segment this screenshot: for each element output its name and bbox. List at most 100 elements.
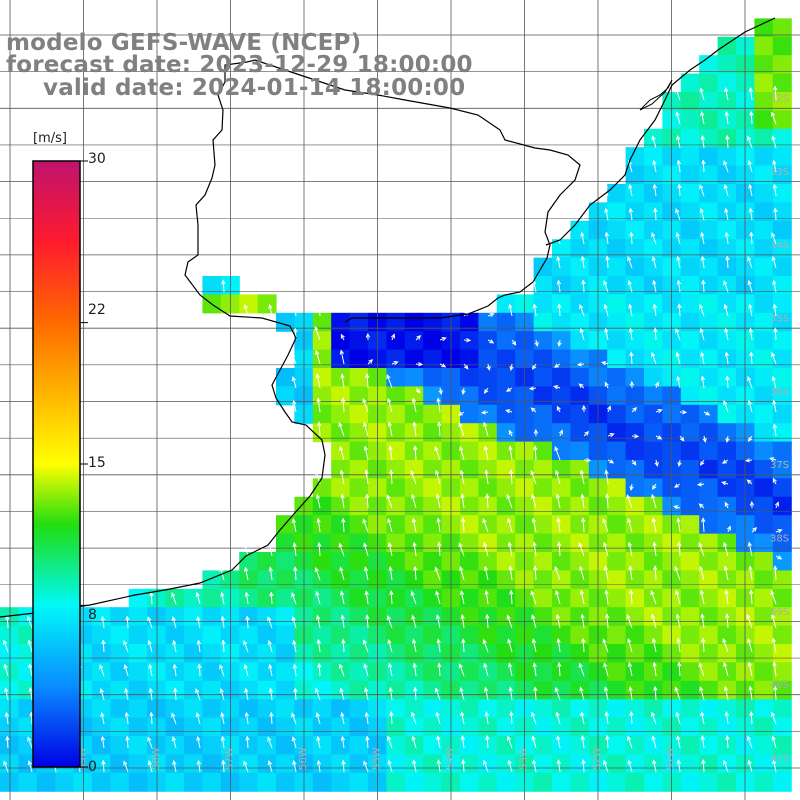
wind-arrow <box>507 759 513 773</box>
wind-arrow <box>748 565 753 581</box>
wind-speed-cell <box>312 736 332 755</box>
wind-speed-cell <box>662 128 682 148</box>
wind-speed-cell <box>772 625 792 645</box>
wind-speed-cell <box>717 257 737 277</box>
wind-speed-cell <box>423 423 443 443</box>
wind-arrow <box>724 110 729 125</box>
wind-arrow <box>439 363 447 368</box>
wind-speed-cell <box>496 478 516 498</box>
wind-arrow <box>340 735 346 749</box>
wind-speed-cell <box>754 460 774 479</box>
wind-speed-cell <box>717 294 737 314</box>
wind-speed-cell <box>533 441 553 461</box>
wind-arrow <box>367 359 374 365</box>
wind-arrow <box>387 421 393 437</box>
wind-arrow <box>435 493 441 509</box>
wind-speed-cell <box>478 368 498 387</box>
wind-arrow <box>604 327 609 341</box>
wind-arrow <box>460 735 465 749</box>
wind-speed-cell <box>386 699 406 719</box>
wind-speed-cell <box>239 552 259 571</box>
wind-arrow <box>413 565 418 581</box>
wind-speed-cell <box>699 496 719 516</box>
colorbar-tick-label: 15 <box>88 455 106 471</box>
wind-speed-cell <box>754 441 774 461</box>
wind-speed-cell <box>460 644 479 663</box>
wind-speed-cell <box>331 386 351 406</box>
wind-arrow <box>27 615 33 629</box>
wind-arrow <box>292 663 298 677</box>
wind-speed-cell <box>699 331 719 351</box>
wind-speed-cell <box>680 110 700 130</box>
wind-speed-cell <box>662 276 682 295</box>
wind-arrow <box>651 517 657 533</box>
wind-arrow <box>508 303 513 317</box>
wind-speed-cell <box>662 699 682 719</box>
wind-arrow <box>722 638 729 653</box>
wind-arrow <box>459 566 465 581</box>
wind-arrow <box>674 686 681 701</box>
wind-speed-cell <box>202 644 222 663</box>
wind-speed-cell <box>552 699 571 719</box>
wind-speed-cell <box>754 772 774 792</box>
wind-arrow <box>387 759 393 773</box>
wind-speed-cell <box>607 552 627 571</box>
wind-speed-cell <box>680 239 700 259</box>
wind-speed-cell <box>680 570 700 590</box>
wind-arrow <box>629 710 634 725</box>
wind-arrow <box>675 711 681 725</box>
wind-arrow <box>555 613 561 629</box>
wind-arrow <box>340 493 345 509</box>
wind-arrow <box>243 640 249 653</box>
wind-speed-cell <box>552 478 571 498</box>
wind-arrow <box>267 760 273 773</box>
wind-speed-cell <box>662 496 682 516</box>
wind-speed-cell <box>276 717 295 737</box>
wind-arrow <box>675 589 681 605</box>
wind-speed-cell <box>349 717 369 737</box>
wind-arrow <box>771 351 777 365</box>
wind-speed-cell <box>754 717 774 737</box>
wind-speed-cell <box>423 404 443 424</box>
wind-speed-cell <box>423 588 443 608</box>
wind-arrow <box>533 565 538 581</box>
wind-arrow <box>557 339 562 348</box>
wind-speed-cell <box>754 110 774 130</box>
wind-speed-cell <box>460 772 479 792</box>
wind-arrow <box>484 469 489 485</box>
wind-arrow <box>555 711 561 725</box>
wind-speed-cell <box>533 515 553 535</box>
wind-speed-cell <box>680 294 700 314</box>
wind-arrow <box>507 517 513 533</box>
wind-speed-cell <box>128 754 148 774</box>
wind-arrow <box>3 760 9 773</box>
wind-arrow <box>603 686 609 701</box>
wind-speed-cell <box>533 644 553 663</box>
wind-arrow <box>340 614 345 629</box>
wind-speed-cell <box>680 257 700 277</box>
wind-arrow <box>221 639 226 653</box>
wind-speed-cell <box>625 184 645 203</box>
wind-speed-cell <box>570 368 590 387</box>
wind-speed-cell <box>607 349 627 369</box>
wind-speed-cell <box>754 699 774 719</box>
wind-speed-cell <box>625 717 645 737</box>
wind-speed-cell <box>404 699 424 719</box>
wind-arrow <box>627 759 633 773</box>
wind-speed-cell <box>644 644 663 663</box>
wind-speed-cell <box>754 515 774 535</box>
wind-speed-cell <box>165 699 185 719</box>
coastline-brazil <box>545 17 776 246</box>
wind-arrow <box>627 661 633 677</box>
wind-speed-cell <box>349 460 369 479</box>
wind-arrow <box>698 542 705 557</box>
wind-speed-cell <box>404 404 424 424</box>
wind-arrow <box>699 87 705 101</box>
wind-speed-cell <box>460 460 479 479</box>
wind-speed-cell <box>772 184 792 203</box>
wind-arrow <box>27 760 33 773</box>
wind-speed-cell <box>644 165 663 185</box>
wind-speed-cell <box>349 368 369 387</box>
wind-speed-cell <box>736 92 755 111</box>
wind-speed-cell <box>736 460 755 479</box>
